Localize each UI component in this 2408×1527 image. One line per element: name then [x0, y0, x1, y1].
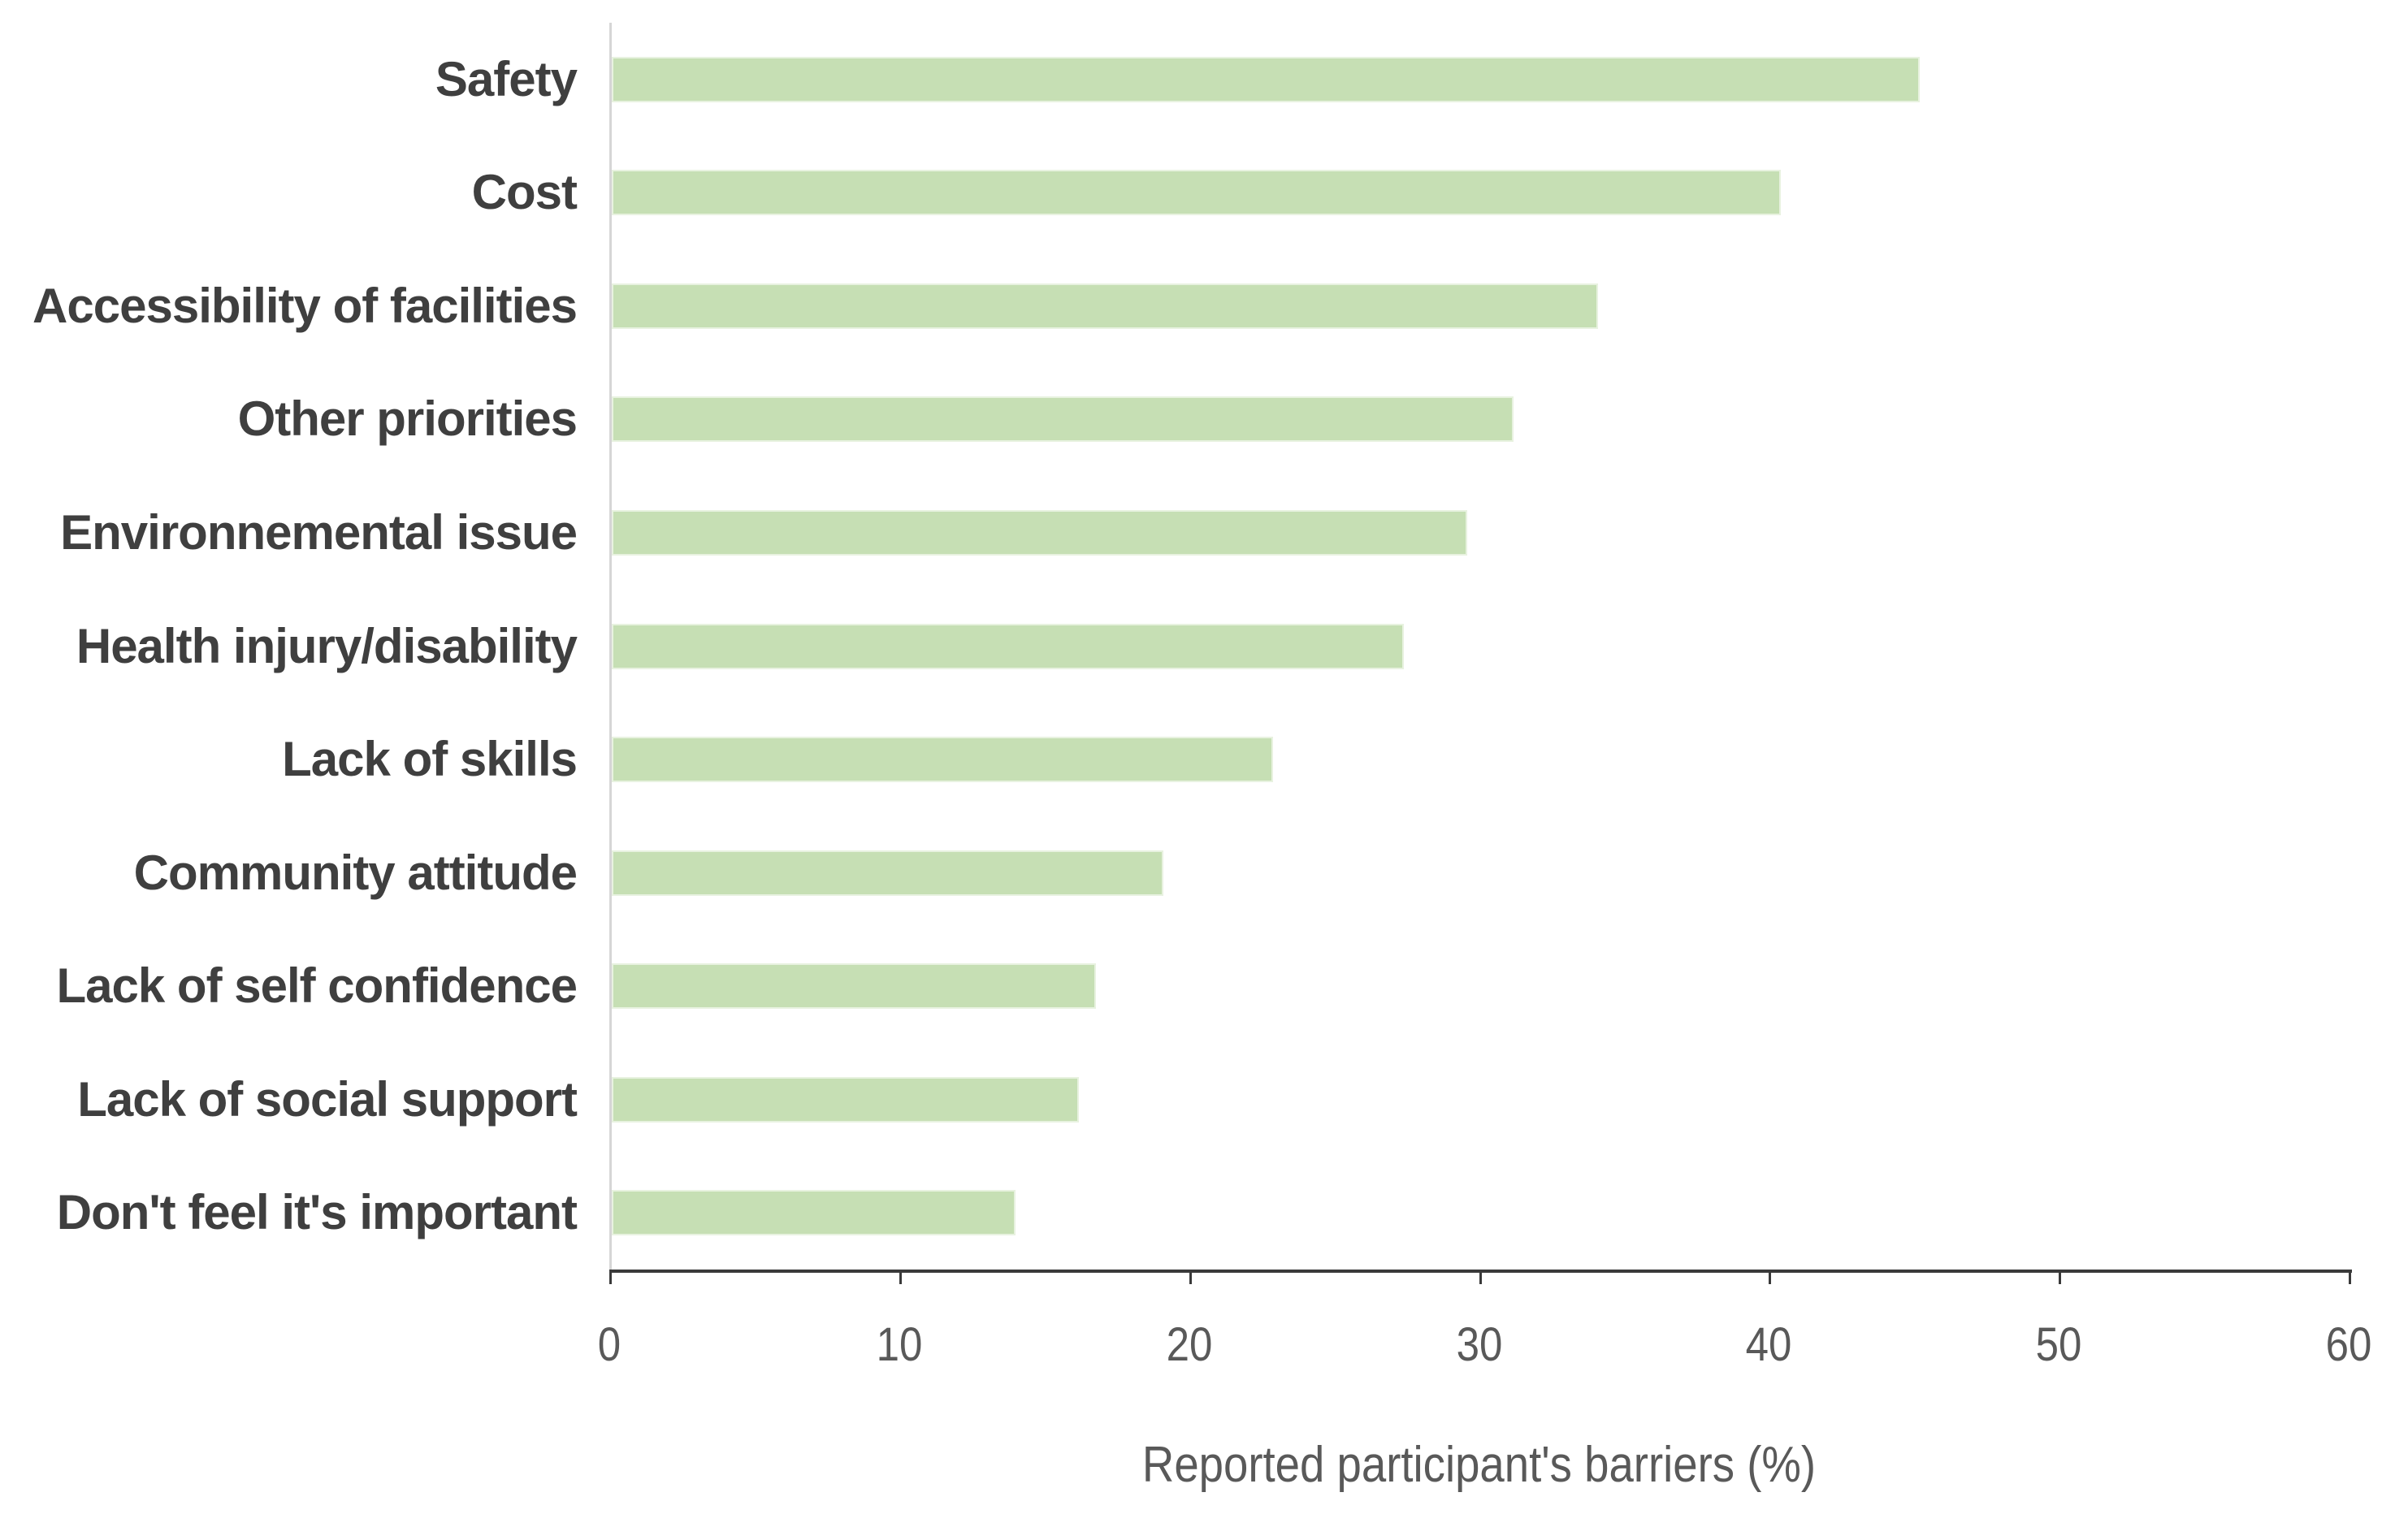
x-axis-line: [609, 1270, 2352, 1273]
category-label-lack-of-skills: Lack of skills: [282, 732, 578, 787]
bar-lack-of-self-confidence: [612, 963, 1097, 1010]
x-tick-label-0: 0: [597, 1318, 621, 1371]
x-tick-label-20: 20: [1166, 1318, 1213, 1371]
x-tick-label-60: 60: [2325, 1318, 2372, 1371]
category-label-cost: Cost: [471, 165, 578, 220]
category-label-lack-of-social-support: Lack of social support: [77, 1071, 578, 1127]
x-tick-label-50: 50: [2035, 1318, 2082, 1371]
category-label-health-injury-disability: Health injury/disability: [76, 618, 578, 673]
x-tick-50: [2059, 1273, 2062, 1284]
bar-accessibility-of-facilities: [612, 283, 1598, 329]
bar-community-attitude: [612, 850, 1163, 896]
category-label-other-priorities: Other priorities: [237, 391, 578, 447]
x-tick-60: [2349, 1273, 2351, 1284]
y-axis-line: [609, 23, 612, 1273]
bar-safety: [612, 56, 1920, 102]
bar-lack-of-social-support: [612, 1076, 1080, 1123]
bar-lack-of-skills: [612, 737, 1274, 783]
x-tick-label-30: 30: [1456, 1318, 1502, 1371]
bar-don-t-feel-it-s-important: [612, 1190, 1016, 1236]
category-label-don-t-feel-it-s-important: Don't feel it's important: [56, 1185, 578, 1240]
x-tick-label-40: 40: [1745, 1318, 1792, 1371]
category-label-community-attitude: Community attitude: [133, 845, 578, 900]
category-label-environnemental-issue: Environnemental issue: [60, 504, 578, 560]
category-label-safety: Safety: [435, 51, 578, 106]
x-tick-label-10: 10: [876, 1318, 923, 1371]
x-tick-0: [609, 1273, 612, 1284]
category-label-accessibility-of-facilities: Accessibility of facilities: [32, 278, 578, 333]
x-tick-10: [899, 1273, 902, 1284]
bar-environnemental-issue: [612, 509, 1468, 556]
x-tick-20: [1189, 1273, 1192, 1284]
bar-health-injury-disability: [612, 623, 1404, 669]
bar-cost: [612, 170, 1781, 216]
x-tick-30: [1479, 1273, 1482, 1284]
category-label-lack-of-self-confidence: Lack of self confidence: [56, 958, 578, 1014]
x-axis-title: Reported participant's barriers (%): [1141, 1437, 1817, 1493]
x-tick-40: [1769, 1273, 1772, 1284]
bar-other-priorities: [612, 396, 1514, 443]
